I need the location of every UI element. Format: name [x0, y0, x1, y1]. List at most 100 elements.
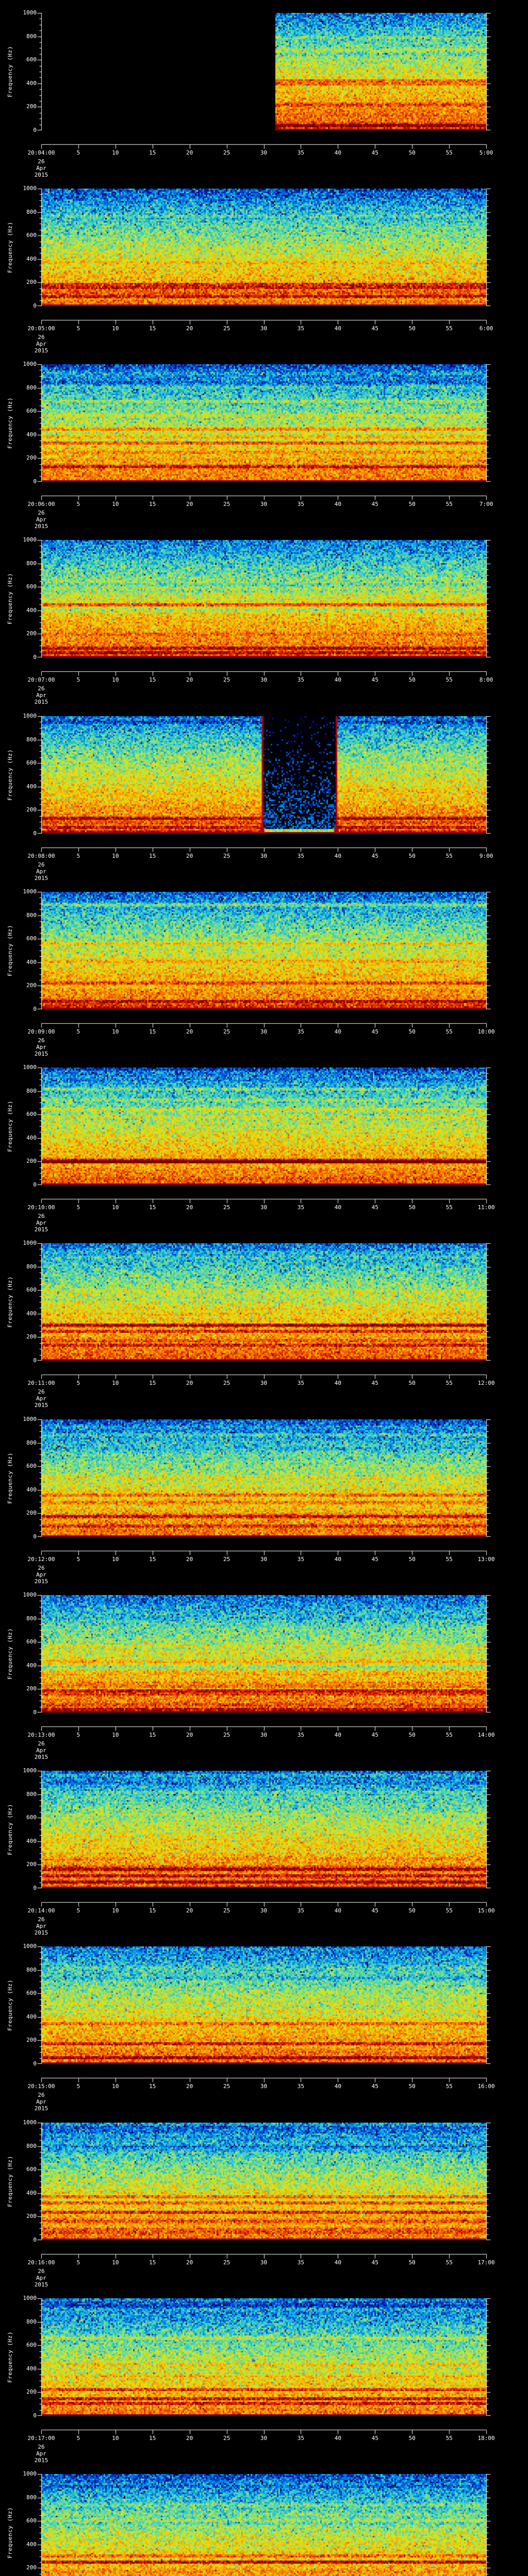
- x-axis-tick-label: 20: [186, 676, 193, 684]
- y-axis-tick-label: 400: [26, 79, 37, 87]
- x-axis-tick-label: 30: [260, 1380, 268, 1387]
- y-axis-tick-label: 1000: [23, 184, 37, 192]
- x-axis-tick-label: 25: [223, 1555, 230, 1563]
- x-axis-tick-label: 45: [371, 501, 378, 507]
- date-label: 26: [38, 1564, 45, 1571]
- spectrogram-panel: Frequency (Hz) 1000 800 600 400 200 0 20:14:00…: [0, 1768, 528, 1947]
- x-axis-tick-label: 35: [297, 1028, 305, 1035]
- x-axis-tick-label: 45: [371, 1380, 378, 1387]
- x-axis-tick-label: 20: [186, 1380, 193, 1387]
- end-time-label: 5:00: [479, 149, 493, 156]
- x-axis-tick-label: 45: [371, 2434, 378, 2442]
- date-label: 26: [38, 2092, 45, 2099]
- spectrogram-plot: [0, 1771, 528, 1911]
- x-axis-tick-label: 45: [371, 852, 378, 859]
- date-label: 26: [38, 1740, 45, 1747]
- y-axis-tick-label: 800: [26, 1263, 37, 1270]
- end-time-label: 17:00: [477, 2259, 495, 2266]
- x-axis-tick-label: 50: [408, 1204, 416, 1211]
- start-time-label: 20:12:00: [27, 1555, 55, 1563]
- date-label: 2015: [34, 1050, 48, 1057]
- x-axis-tick-label: 45: [371, 325, 378, 332]
- date-label: 2015: [34, 1929, 48, 1936]
- y-axis-tick-label: 400: [26, 1310, 37, 1317]
- spectrogram-panel: Frequency (Hz) 1000 800 600 400 200 0 20:05:00…: [0, 185, 528, 365]
- start-time-label: 20:17:00: [27, 2434, 55, 2442]
- y-axis-tick-label: 200: [26, 981, 37, 989]
- y-axis-tick-label: 800: [26, 736, 37, 743]
- y-axis-tick-label: 1000: [23, 9, 37, 16]
- spectrogram-plot: [0, 364, 528, 504]
- x-axis-tick-label: 55: [446, 1028, 453, 1035]
- x-axis-tick-label: 15: [149, 676, 156, 684]
- y-axis-tick-label: 0: [33, 2236, 37, 2243]
- x-axis-tick-label: 30: [260, 2259, 268, 2266]
- x-axis-tick-label: 50: [408, 501, 416, 507]
- start-time-label: 20:14:00: [27, 1907, 55, 1914]
- x-axis-tick-label: 55: [446, 1204, 453, 1211]
- y-axis-tick-label: 1000: [23, 888, 37, 895]
- x-axis-tick-label: 40: [334, 149, 341, 156]
- x-axis-tick-label: 10: [112, 852, 119, 859]
- x-axis-tick-label: 10: [112, 2083, 119, 2090]
- y-axis-tick-label: 0: [33, 1708, 37, 1716]
- x-axis-tick-label: 5: [76, 1731, 80, 1738]
- x-axis-tick-label: 30: [260, 149, 268, 156]
- x-axis-tick-label: 20: [186, 325, 193, 332]
- x-axis-tick-label: 15: [149, 2259, 156, 2266]
- frequency-axis-label: Frequency (Hz): [7, 573, 13, 625]
- y-axis-tick-label: 600: [26, 1990, 37, 1997]
- date-label: 26: [38, 1213, 45, 1219]
- frequency-axis-label: Frequency (Hz): [7, 2331, 13, 2383]
- date-label: 26: [38, 2443, 45, 2450]
- x-axis-tick-label: 25: [223, 2083, 230, 2090]
- x-axis-tick-label: 15: [149, 1204, 156, 1211]
- spectrogram-plot: [0, 188, 528, 329]
- x-axis-tick-label: 20: [186, 1907, 193, 1914]
- x-axis-tick-label: 20: [186, 2083, 193, 2090]
- x-axis-tick-label: 35: [297, 2259, 305, 2266]
- y-axis-tick-label: 200: [26, 630, 37, 637]
- x-axis-tick-label: 55: [446, 149, 453, 156]
- date-label: 26: [38, 1388, 45, 1396]
- x-axis-tick-label: 30: [260, 501, 268, 507]
- x-axis-tick-label: 55: [446, 325, 453, 332]
- start-time-label: 20:16:00: [27, 2259, 55, 2266]
- x-axis-tick-label: 45: [371, 149, 378, 156]
- x-axis-tick-label: 20: [186, 1555, 193, 1563]
- start-time-label: 20:04:00: [27, 149, 55, 156]
- x-axis-tick-label: 45: [371, 2083, 378, 2090]
- x-axis-tick-label: 25: [223, 676, 230, 684]
- frequency-axis-label: Frequency (Hz): [7, 2507, 13, 2558]
- y-axis-tick-label: 1000: [23, 2294, 37, 2301]
- x-axis-tick-label: 50: [408, 325, 416, 332]
- x-axis-tick-label: 55: [446, 852, 453, 859]
- y-axis-tick-label: 0: [33, 2412, 37, 2419]
- y-axis-tick-label: 400: [26, 1662, 37, 1669]
- spectrogram-plot: [0, 2474, 528, 2576]
- x-axis-tick-label: 45: [371, 1028, 378, 1035]
- spectrogram-panel: Frequency (Hz) 1000 800 600 400 200 0 20:08:00…: [0, 712, 528, 892]
- start-time-label: 20:09:00: [27, 1028, 55, 1035]
- y-axis-tick-label: 200: [26, 1158, 37, 1164]
- x-axis-tick-label: 45: [371, 1907, 378, 1914]
- x-axis-tick-label: 35: [297, 1907, 305, 1914]
- x-axis-tick-label: 40: [334, 2083, 341, 2090]
- y-axis-tick-label: 1000: [23, 1240, 37, 1247]
- start-time-label: 20:13:00: [27, 1731, 55, 1738]
- y-axis-tick-label: 800: [26, 1791, 37, 1798]
- x-axis-tick-label: 25: [223, 325, 230, 332]
- x-axis-tick-label: 5: [76, 2259, 80, 2266]
- x-axis-tick-label: 35: [297, 325, 305, 332]
- x-axis-tick-label: 25: [223, 852, 230, 859]
- x-axis-tick-label: 50: [408, 1380, 416, 1387]
- y-axis-tick-label: 1000: [23, 712, 37, 719]
- x-axis-tick-label: 40: [334, 1555, 341, 1563]
- y-axis-tick-label: 0: [33, 302, 37, 309]
- x-axis-tick-label: 5: [76, 1907, 80, 1914]
- y-axis-tick-label: 200: [26, 454, 37, 461]
- x-axis-tick-label: 40: [334, 501, 341, 507]
- x-axis-tick-label: 10: [112, 1204, 119, 1211]
- date-label: 2015: [34, 1753, 48, 1760]
- date-label: 26: [38, 1037, 45, 1044]
